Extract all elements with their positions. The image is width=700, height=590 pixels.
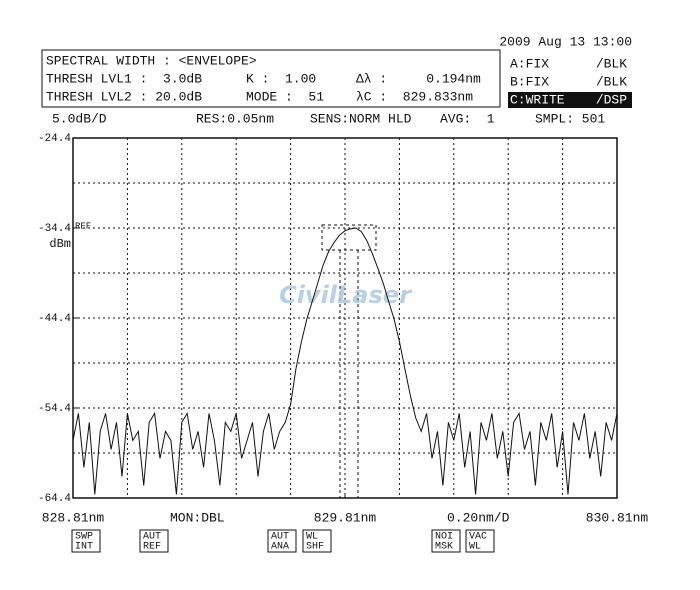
trace-status: A:FIX /BLK	[510, 56, 627, 71]
y-tick-label: -64.4	[38, 493, 71, 505]
y-tick-label: -44.4	[38, 313, 71, 325]
soft-key-label: MSK	[435, 542, 453, 553]
trace-status: B:FIX /BLK	[510, 74, 627, 89]
x-tick-label: 828.81nm	[42, 510, 105, 525]
analysis-text: Δλ : 0.194nm	[356, 71, 481, 86]
watermark: CivilLaser	[279, 281, 413, 309]
active-trace-bg	[508, 92, 632, 108]
soft-key-label: WL	[469, 542, 481, 553]
condition: SENS:NORM HLD	[310, 111, 412, 126]
analysis-text: THRESH LVL1 : 3.0dB	[46, 71, 202, 86]
width-marker-box	[321, 224, 377, 251]
soft-key-frame	[139, 529, 169, 553]
soft-key-label: SHF	[306, 542, 324, 553]
soft-key-frame	[71, 529, 101, 553]
condition: SMPL: 501	[535, 111, 605, 126]
soft-key-label: VAC	[469, 532, 487, 543]
soft-key-frame	[267, 529, 297, 553]
soft-key-frame	[302, 529, 332, 553]
analysis-text: SPECTRAL WIDTH : <ENVELOPE>	[46, 53, 257, 68]
spectrum-trace	[72, 227, 618, 495]
analysis-text: K : 1.00	[246, 71, 316, 86]
soft-key-frame	[431, 529, 461, 553]
soft-key-label: NOI	[435, 532, 453, 543]
y-tick-label: -24.4	[38, 133, 71, 145]
soft-key-label: SWP	[75, 532, 93, 543]
condition: 5.0dB/D	[52, 111, 107, 126]
analysis-text: λC : 829.833nm	[356, 89, 473, 104]
soft-key-label: REF	[143, 542, 161, 553]
y-tick-label: -34.4	[38, 223, 71, 235]
trace-status: C:WRITE /DSP	[510, 92, 627, 107]
soft-key-label: AUT	[271, 532, 289, 543]
ref-label: REF	[75, 221, 91, 231]
soft-key-label: INT	[75, 542, 93, 553]
condition: RES:0.05nm	[196, 111, 274, 126]
y-tick-label: -54.4	[38, 403, 71, 415]
soft-key-label: WL	[306, 532, 318, 543]
analysis-text: MODE : 51	[246, 89, 324, 104]
soft-key-label: AUT	[143, 532, 161, 543]
x-tick-label: 829.81nm	[314, 510, 377, 525]
x-tick-label: 830.81nm	[586, 510, 649, 525]
soft-key-label: ANA	[271, 542, 289, 553]
monitor-mode: MON:DBL	[170, 510, 225, 525]
analysis-text: THRESH LVL2 : 20.0dB	[46, 89, 202, 104]
y-unit: dBm	[49, 237, 71, 251]
x-scale: 0.20nm/D	[447, 510, 510, 525]
soft-key-frame	[465, 529, 495, 553]
datetime: 2009 Aug 13 13:00	[499, 34, 632, 49]
analysis-box	[41, 49, 501, 108]
condition: AVG: 1	[440, 111, 495, 126]
